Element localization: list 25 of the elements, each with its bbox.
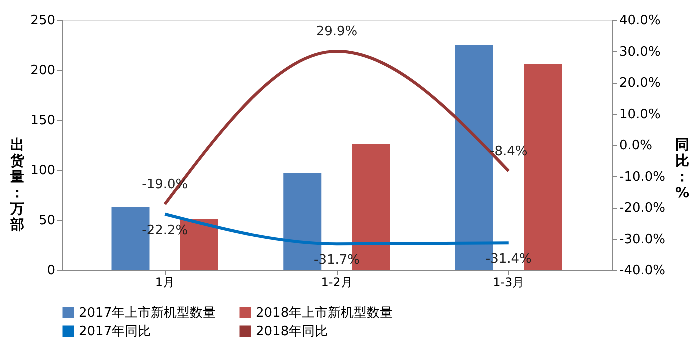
x-tick-label: 1-2月 — [321, 276, 353, 290]
y-tick-label: 150 — [30, 114, 56, 128]
y2-tick-label: -40.0% — [620, 264, 666, 278]
y2-tick-label: 0.0% — [620, 138, 653, 154]
y-tick-label: 100 — [30, 164, 56, 178]
y-tick-label: 50 — [38, 214, 56, 228]
legend-label: 2018年上市新机型数量 — [256, 306, 394, 321]
y2-tick-label: 20.0% — [620, 76, 661, 91]
y2-tick-label: 30.0% — [620, 44, 661, 60]
y2-axis-title: 同比：% — [675, 138, 690, 202]
y2-tick-label: -20.0% — [620, 201, 666, 216]
y2-tick-label: -30.0% — [620, 232, 666, 248]
y-tick-label: 250 — [30, 14, 56, 28]
x-tick-label: 1-3月 — [493, 276, 525, 290]
legend-label: 2017年上市新机型数量 — [79, 306, 216, 321]
data-label: 29.9% — [316, 24, 358, 40]
legend-label: 2017年同比 — [79, 324, 152, 340]
y-tick-label: 0 — [47, 264, 56, 278]
y2-tick-label: 40.0% — [620, 14, 661, 28]
legend-label: 2018年同比 — [256, 324, 328, 340]
y-tick-label: 200 — [30, 64, 56, 78]
y2-tick-label: 10.0% — [620, 107, 661, 122]
y2-tick-label: -10.0% — [620, 170, 666, 185]
x-tick-label: 1月 — [155, 276, 175, 290]
y-axis-title: 出货量：万部 — [10, 138, 26, 234]
